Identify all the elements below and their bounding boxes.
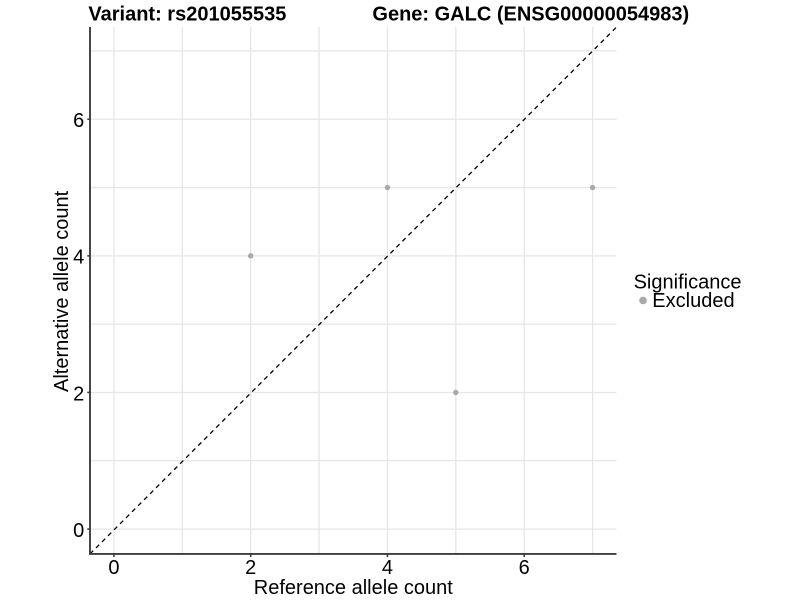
svg-text:0: 0 — [108, 557, 119, 579]
svg-text:6: 6 — [519, 557, 530, 579]
svg-text:Variant: rs201055535: Variant: rs201055535 — [88, 4, 286, 26]
svg-text:2: 2 — [245, 557, 256, 579]
svg-text:0: 0 — [73, 520, 84, 542]
svg-text:Excluded: Excluded — [652, 290, 734, 312]
svg-text:6: 6 — [73, 110, 84, 132]
svg-text:Alternative allele count: Alternative allele count — [51, 190, 73, 392]
svg-text:2: 2 — [73, 383, 84, 405]
svg-text:4: 4 — [382, 557, 393, 579]
svg-text:Reference allele count: Reference allele count — [254, 577, 453, 599]
svg-text:Significance: Significance — [634, 272, 742, 294]
svg-text:4: 4 — [73, 247, 84, 269]
svg-text:Gene: GALC (ENSG00000054983): Gene: GALC (ENSG00000054983) — [372, 4, 689, 26]
